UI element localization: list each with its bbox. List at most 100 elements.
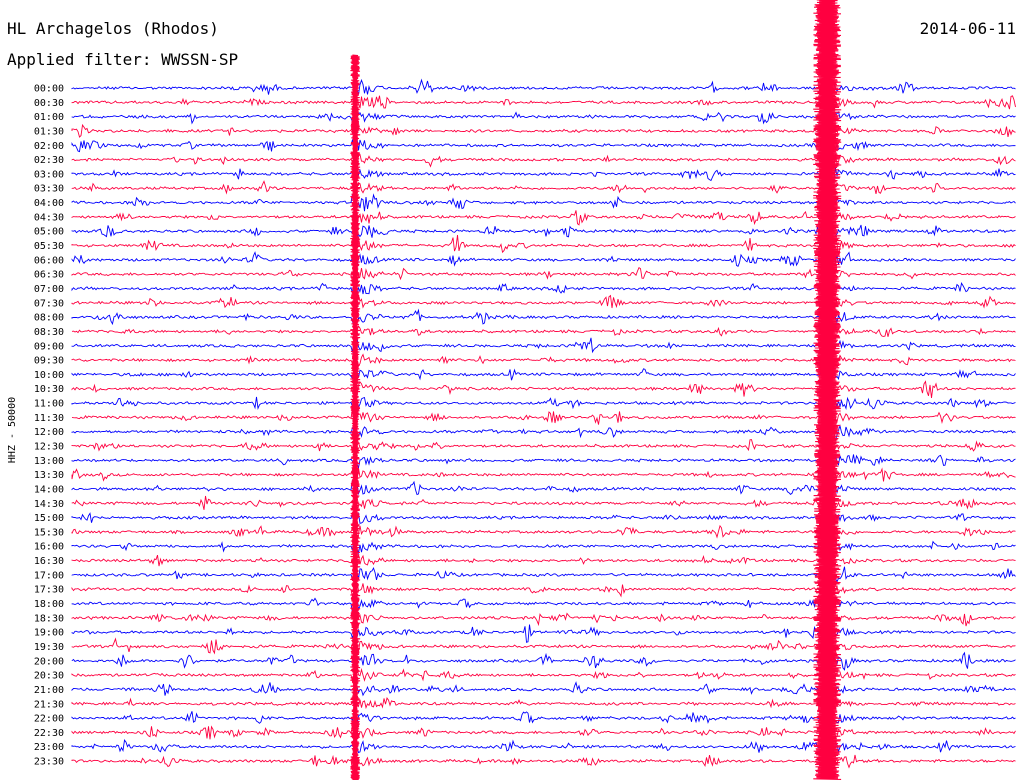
row-label-0730: 07:30	[34, 298, 64, 309]
row-label-0400: 04:00	[34, 198, 64, 209]
row-label-0700: 07:00	[34, 284, 64, 295]
trace-row-2100	[71, 679, 1016, 699]
trace-row-1700	[71, 566, 1016, 584]
row-label-1730: 17:30	[34, 585, 64, 596]
row-label-1600: 16:00	[34, 542, 64, 553]
trace-row-1630	[71, 552, 1016, 569]
date-label: 2014-06-11	[919, 19, 1016, 38]
trace-row-2030	[71, 666, 1016, 684]
trace-row-1130	[71, 407, 1016, 427]
trace-row-1300	[71, 453, 1016, 470]
trace-row-1330	[71, 467, 1016, 485]
trace-row-1830	[71, 609, 1016, 627]
row-label-0430: 04:30	[34, 212, 64, 223]
trace-row-1400	[71, 479, 1016, 496]
row-label-1030: 10:30	[34, 384, 64, 395]
trace-row-0330	[71, 179, 1016, 195]
row-label-1330: 13:30	[34, 470, 64, 481]
row-label-1230: 12:30	[34, 442, 64, 453]
trace-row-2230	[71, 724, 1016, 741]
row-label-1000: 10:00	[34, 370, 64, 381]
row-label-0030: 00:30	[34, 98, 64, 109]
row-label-0130: 01:30	[34, 126, 64, 137]
trace-row-0600	[71, 251, 1016, 268]
trace-row-1000	[71, 365, 1016, 384]
row-label-1700: 17:00	[34, 570, 64, 581]
trace-row-0200	[71, 136, 1016, 154]
trace-row-1500	[71, 508, 1016, 525]
row-label-1500: 15:00	[34, 513, 64, 524]
row-label-0000: 00:00	[34, 84, 64, 95]
trace-row-1530	[71, 524, 1016, 539]
row-label-1300: 13:00	[34, 456, 64, 467]
row-label-2230: 22:30	[34, 728, 64, 739]
trace-row-2330	[71, 753, 1016, 772]
trace-row-1200	[71, 424, 1016, 441]
trace-row-1230	[71, 438, 1016, 456]
row-label-0800: 08:00	[34, 313, 64, 324]
trace-row-0130	[71, 122, 1016, 141]
trace-row-2300	[71, 738, 1016, 757]
row-label-0200: 02:00	[34, 141, 64, 152]
trace-row-0830	[71, 322, 1016, 339]
row-label-1530: 15:30	[34, 527, 64, 538]
row-label-0330: 03:30	[34, 184, 64, 195]
trace-row-0030	[71, 92, 1016, 111]
row-label-0900: 09:00	[34, 341, 64, 352]
trace-row-2130	[71, 694, 1016, 714]
trace-row-0100	[71, 111, 1016, 125]
row-label-1830: 18:30	[34, 613, 64, 624]
row-label-2330: 23:30	[34, 757, 64, 768]
trace-row-0300	[71, 168, 1016, 188]
trace-row-0000	[71, 78, 1016, 95]
trace-row-1900	[71, 624, 1016, 643]
row-label-0100: 01:00	[34, 112, 64, 123]
trace-row-0400	[71, 193, 1016, 212]
trace-row-1430	[71, 495, 1016, 513]
trace-row-0630	[71, 267, 1016, 283]
trace-row-0230	[71, 151, 1016, 171]
row-label-0300: 03:00	[34, 169, 64, 180]
row-label-0830: 08:30	[34, 327, 64, 338]
trace-row-2200	[71, 708, 1016, 726]
row-label-0630: 06:30	[34, 270, 64, 281]
trace-row-0500	[71, 218, 1016, 244]
trace-row-0930	[71, 348, 1016, 370]
row-label-1100: 11:00	[34, 399, 64, 410]
row-label-1930: 19:30	[34, 642, 64, 653]
trace-row-0800	[71, 308, 1016, 326]
trace-row-1600	[71, 537, 1016, 556]
trace-row-1800	[71, 595, 1016, 617]
row-label-2000: 20:00	[34, 656, 64, 667]
trace-row-0730	[71, 294, 1016, 312]
trace-row-1100	[71, 394, 1016, 411]
row-label-1400: 14:00	[34, 484, 64, 495]
row-label-2130: 21:30	[34, 699, 64, 710]
row-label-2030: 20:30	[34, 671, 64, 682]
row-label-0530: 05:30	[34, 241, 64, 252]
trace-row-0430	[71, 210, 1016, 226]
trace-row-1730	[71, 582, 1016, 598]
row-label-1430: 14:30	[34, 499, 64, 510]
row-label-1130: 11:30	[34, 413, 64, 424]
trace-row-1030	[71, 380, 1016, 399]
row-label-1900: 19:00	[34, 628, 64, 639]
trace-row-0700	[71, 280, 1016, 299]
row-label-1800: 18:00	[34, 599, 64, 610]
row-label-0500: 05:00	[34, 227, 64, 238]
station-title: HL Archagelos (Rhodos)	[7, 19, 219, 38]
row-label-2100: 21:00	[34, 685, 64, 696]
trace-row-0900	[71, 336, 1016, 354]
row-label-1630: 16:30	[34, 556, 64, 567]
trace-row-1930	[71, 637, 1016, 655]
event-spike-1	[350, 54, 361, 780]
row-label-0930: 09:30	[34, 356, 64, 367]
row-label-0230: 02:30	[34, 155, 64, 166]
row-label-0600: 06:00	[34, 255, 64, 266]
trace-row-0530	[71, 234, 1016, 256]
event-spike-2	[813, 0, 842, 780]
row-label-2200: 22:00	[34, 714, 64, 725]
filter-label: Applied filter: WWSSN-SP	[7, 50, 239, 69]
row-label-1200: 12:00	[34, 427, 64, 438]
